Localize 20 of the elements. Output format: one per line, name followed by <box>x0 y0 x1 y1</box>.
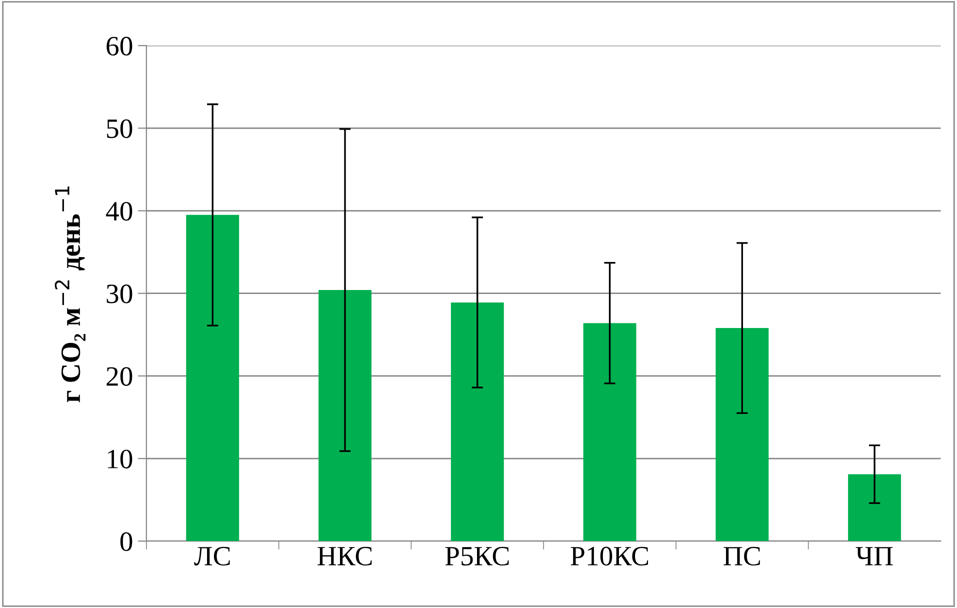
y-tick-label: 50 <box>107 119 132 138</box>
bar <box>318 290 372 542</box>
x-tick-label: НКС <box>318 546 372 566</box>
y-tick-label: 40 <box>106 202 132 221</box>
y-axis-title: г CO₂ м$^{−2}$ день$^{−1}$ <box>54 186 86 402</box>
bar <box>716 328 769 542</box>
y-tick-label: 0 <box>120 532 132 552</box>
x-tick-label: Р5КС <box>445 546 509 566</box>
y-tick-label: 10 <box>108 450 132 468</box>
bar <box>848 474 902 542</box>
bar <box>450 302 504 542</box>
x-tick-label: ПС <box>724 546 760 566</box>
y-tick-label: 30 <box>106 284 132 304</box>
x-tick-label: Р10КС <box>570 546 648 566</box>
bar <box>186 214 240 542</box>
y-tick-label: 60 <box>106 36 132 56</box>
bar <box>583 323 636 542</box>
x-tick-label: ЛС <box>194 546 230 566</box>
x-tick-label: ЧП <box>856 547 893 566</box>
y-tick-label: 20 <box>106 367 132 386</box>
